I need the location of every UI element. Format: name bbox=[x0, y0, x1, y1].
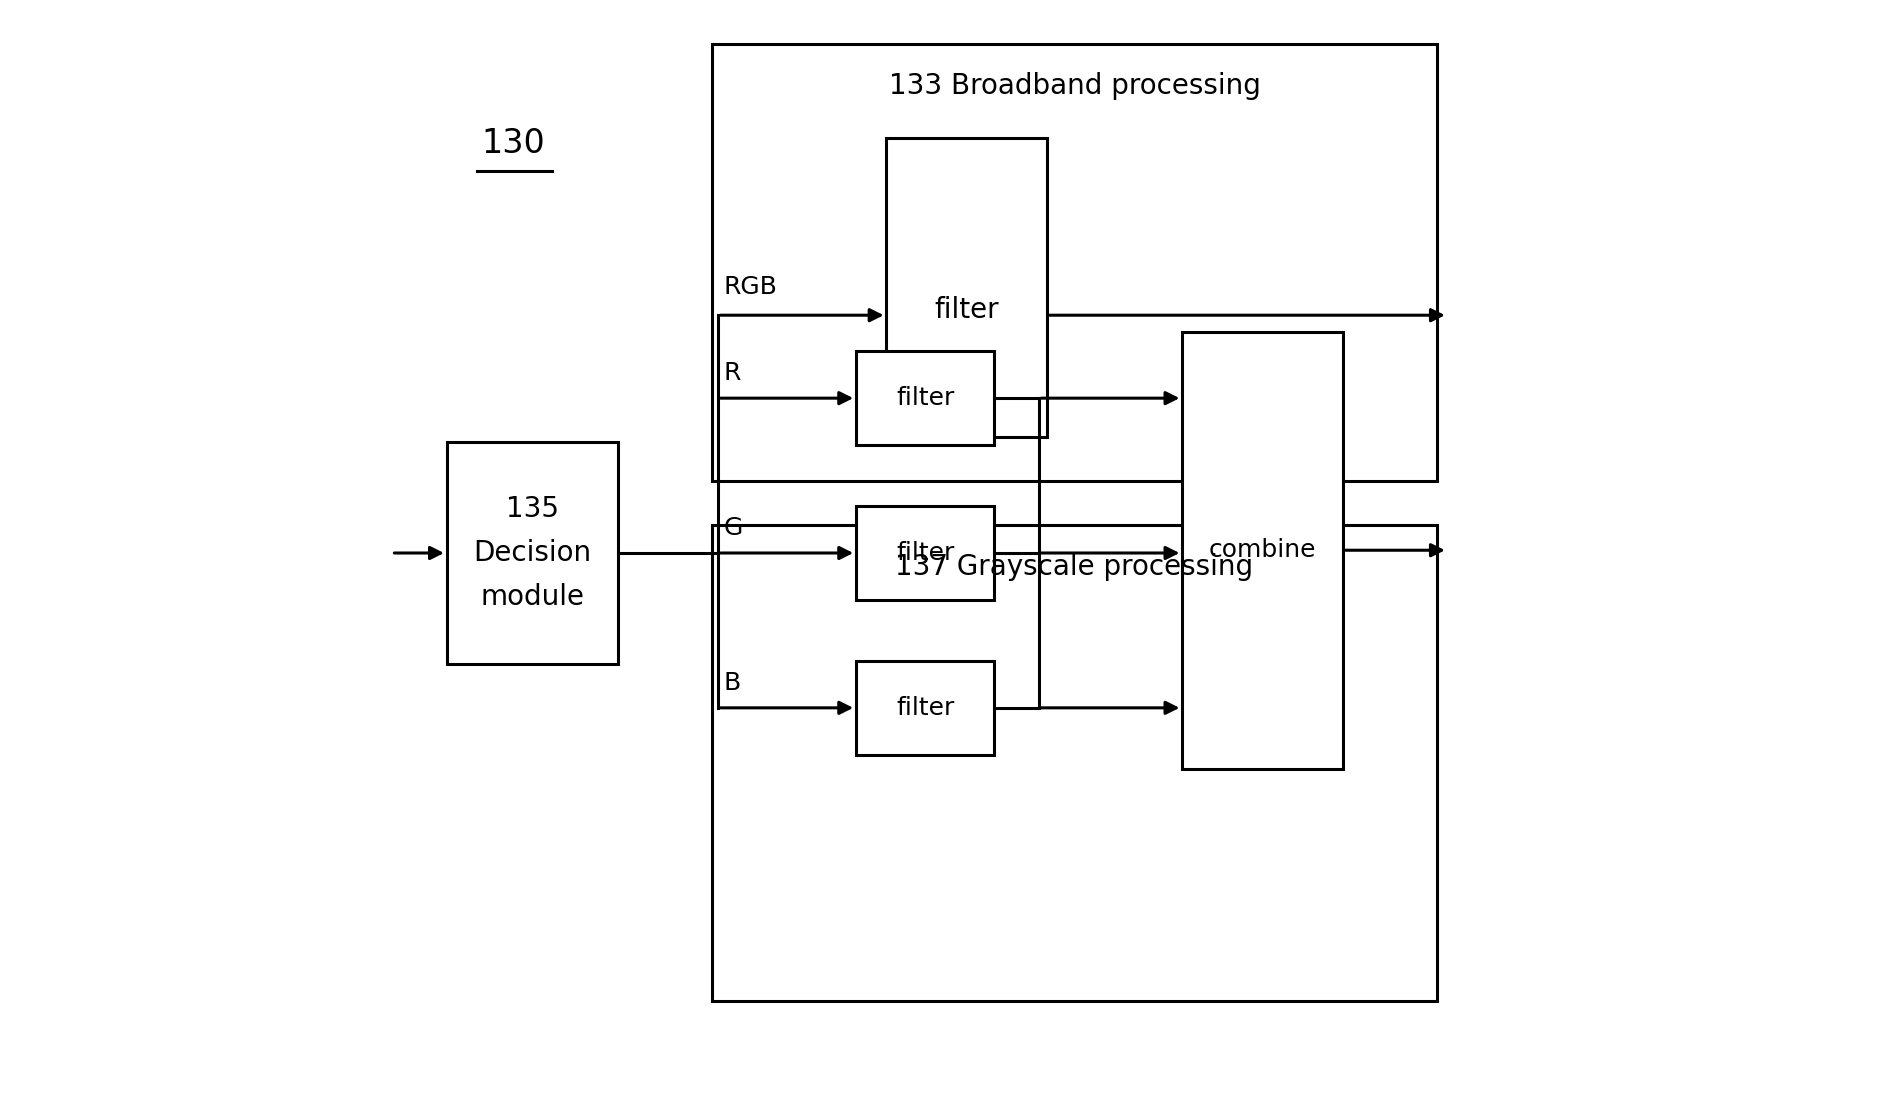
Text: G: G bbox=[723, 515, 742, 540]
Text: B: B bbox=[723, 670, 740, 695]
Text: filter: filter bbox=[896, 386, 954, 410]
Text: 135: 135 bbox=[505, 494, 560, 523]
Text: 137 Grayscale processing: 137 Grayscale processing bbox=[896, 553, 1253, 581]
FancyBboxPatch shape bbox=[856, 507, 993, 599]
Text: 130: 130 bbox=[481, 127, 545, 160]
FancyBboxPatch shape bbox=[1183, 332, 1343, 769]
Text: filter: filter bbox=[896, 696, 954, 720]
Text: filter: filter bbox=[896, 541, 954, 565]
Text: Decision: Decision bbox=[473, 539, 592, 567]
FancyBboxPatch shape bbox=[447, 442, 618, 664]
FancyBboxPatch shape bbox=[712, 44, 1437, 481]
Text: 133 Broadband processing: 133 Broadband processing bbox=[888, 72, 1260, 100]
Text: module: module bbox=[481, 583, 584, 612]
Text: R: R bbox=[723, 361, 740, 385]
FancyBboxPatch shape bbox=[886, 138, 1046, 437]
Text: filter: filter bbox=[935, 295, 999, 324]
FancyBboxPatch shape bbox=[712, 525, 1437, 1001]
FancyBboxPatch shape bbox=[856, 660, 993, 754]
Text: RGB: RGB bbox=[723, 274, 777, 299]
FancyBboxPatch shape bbox=[856, 352, 993, 445]
Text: combine: combine bbox=[1209, 539, 1316, 562]
